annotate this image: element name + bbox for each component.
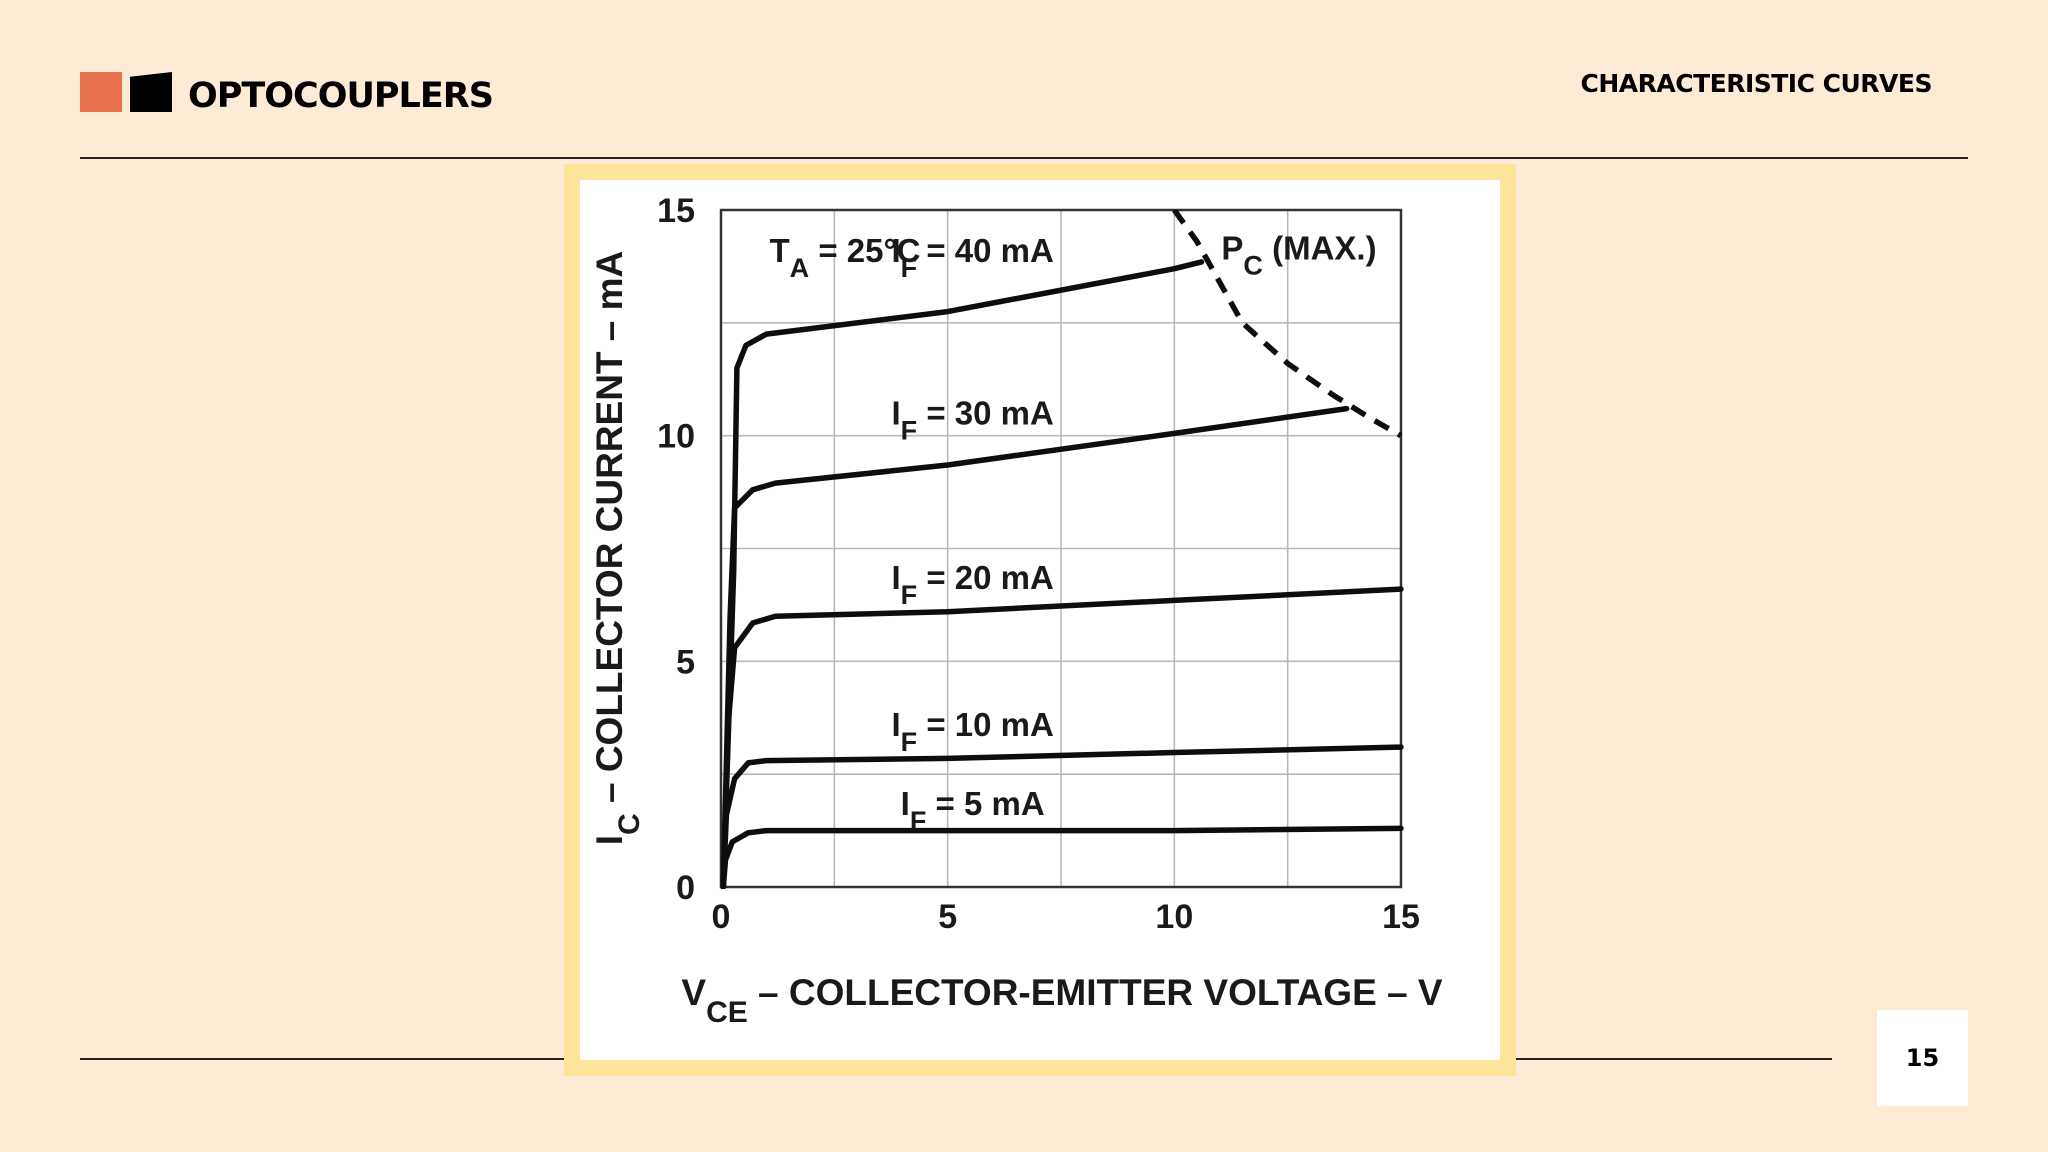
x-tick-label: 5 <box>938 898 957 936</box>
y-tick-label: 5 <box>676 643 695 681</box>
y-tick-label: 10 <box>657 418 695 456</box>
series-line-5 <box>720 259 1205 889</box>
series-label-2: IF = 10 mA <box>891 706 1053 757</box>
x-tick-label: 10 <box>1155 898 1193 936</box>
x-tick-label: 15 <box>1382 898 1420 936</box>
brand-title: OPTOCOUPLERS <box>188 76 494 116</box>
logo-black-block <box>130 72 172 112</box>
series-label-4: IF = 30 mA <box>891 394 1053 445</box>
header-divider <box>80 157 1968 159</box>
series-label-3: IF = 20 mA <box>891 559 1053 610</box>
series-line-2 <box>720 744 1404 889</box>
temperature-annotation: TA = 25°C <box>769 232 920 283</box>
series-label-5: IF = 40 mA <box>891 232 1053 283</box>
series-line-1 <box>720 825 1404 889</box>
limit-curve-label: PC (MAX.) <box>1221 230 1376 281</box>
plot-frame <box>719 208 1403 889</box>
series-line-3 <box>720 586 1404 889</box>
y-axis-title: IC – COLLECTOR CURRENT – mA <box>589 251 646 846</box>
page-number-box: 15 <box>1877 1010 1968 1106</box>
characteristic-curves-chart: 0 5 10 15 0 5 10 15 VCE – COLLECTOR-EMITTER VOLT… <box>589 192 1443 1029</box>
page-number: 15 <box>1905 1044 1940 1072</box>
section-label: CHARACTERISTIC CURVES <box>1580 69 1933 98</box>
y-tick-label: 15 <box>657 192 695 230</box>
limit-curve-pc-max <box>1172 210 1403 439</box>
logo-orange-block <box>80 72 122 112</box>
y-tick-label: 0 <box>676 869 695 907</box>
series-label-1: IF = 5 mA <box>901 785 1045 836</box>
chart-figure: 0 5 10 15 0 5 10 15 VCE – COLLECTOR-EMITTER VOLT… <box>564 164 1516 1076</box>
x-tick-label: 0 <box>712 898 731 936</box>
x-axis-title: VCE – COLLECTOR-EMITTER VOLTAGE – V <box>681 972 1443 1029</box>
